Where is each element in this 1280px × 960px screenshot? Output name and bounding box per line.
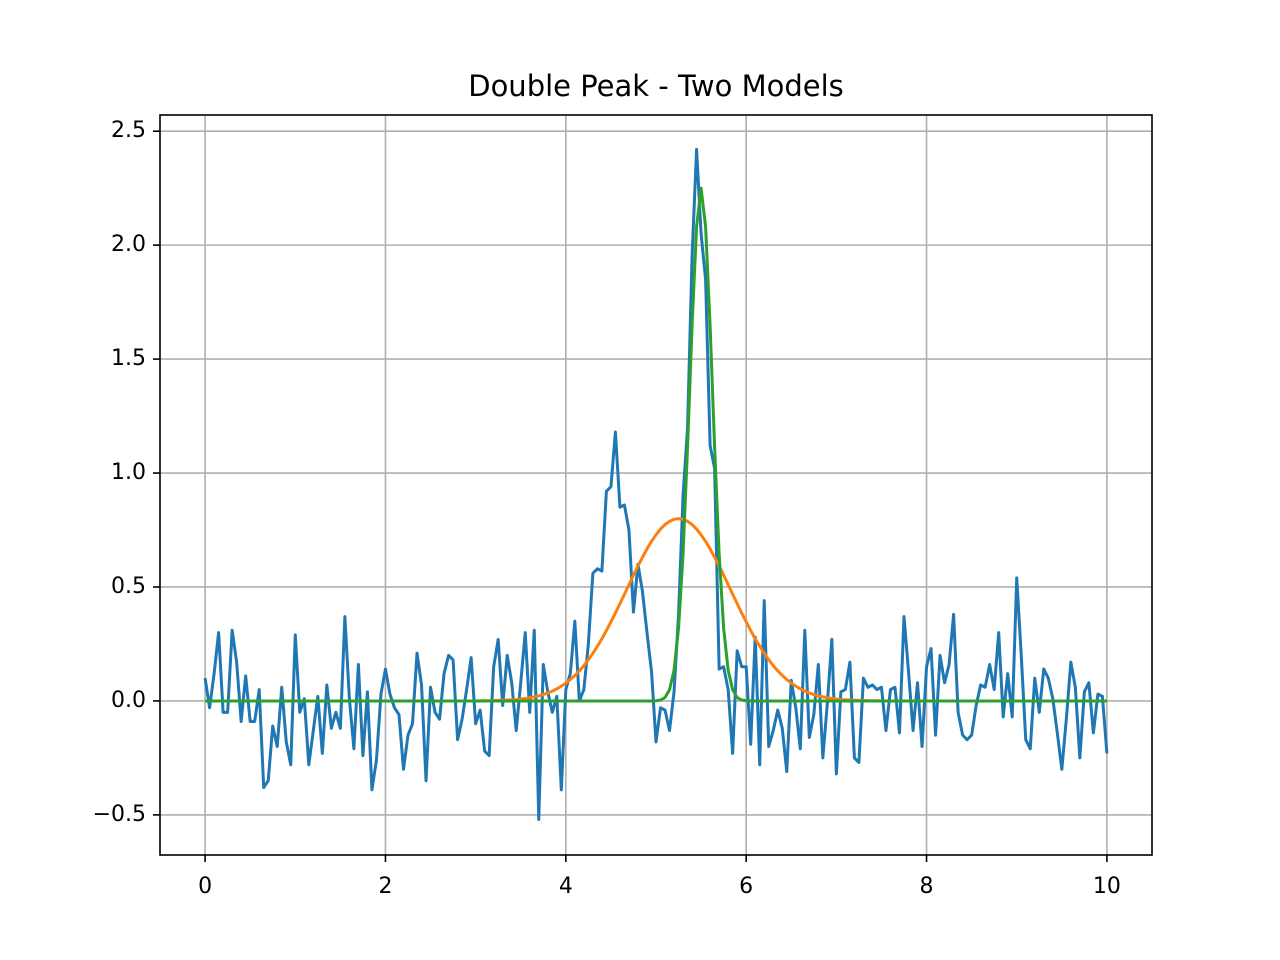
plot-frame [159,114,1153,856]
y-tick-label: 0.5 [111,574,146,599]
y-tick-label: 2.5 [111,118,146,143]
x-tick-label: 4 [559,874,573,899]
y-tick-label: 1.5 [111,346,146,371]
x-tick-label: 8 [920,874,934,899]
y-tick-label: 2.0 [111,232,146,257]
y-tick-label: 0.0 [111,688,146,713]
y-tick-label: −0.5 [93,802,146,827]
x-tick-label: 2 [378,874,392,899]
x-tick-label: 6 [739,874,753,899]
x-tick-label: 10 [1093,874,1121,899]
data-line [203,147,1109,821]
y-tick-label: 1.0 [111,460,146,485]
x-tick-label: 0 [198,874,212,899]
data-line [205,186,1107,703]
chart-title: Double Peak - Two Models [468,69,844,103]
